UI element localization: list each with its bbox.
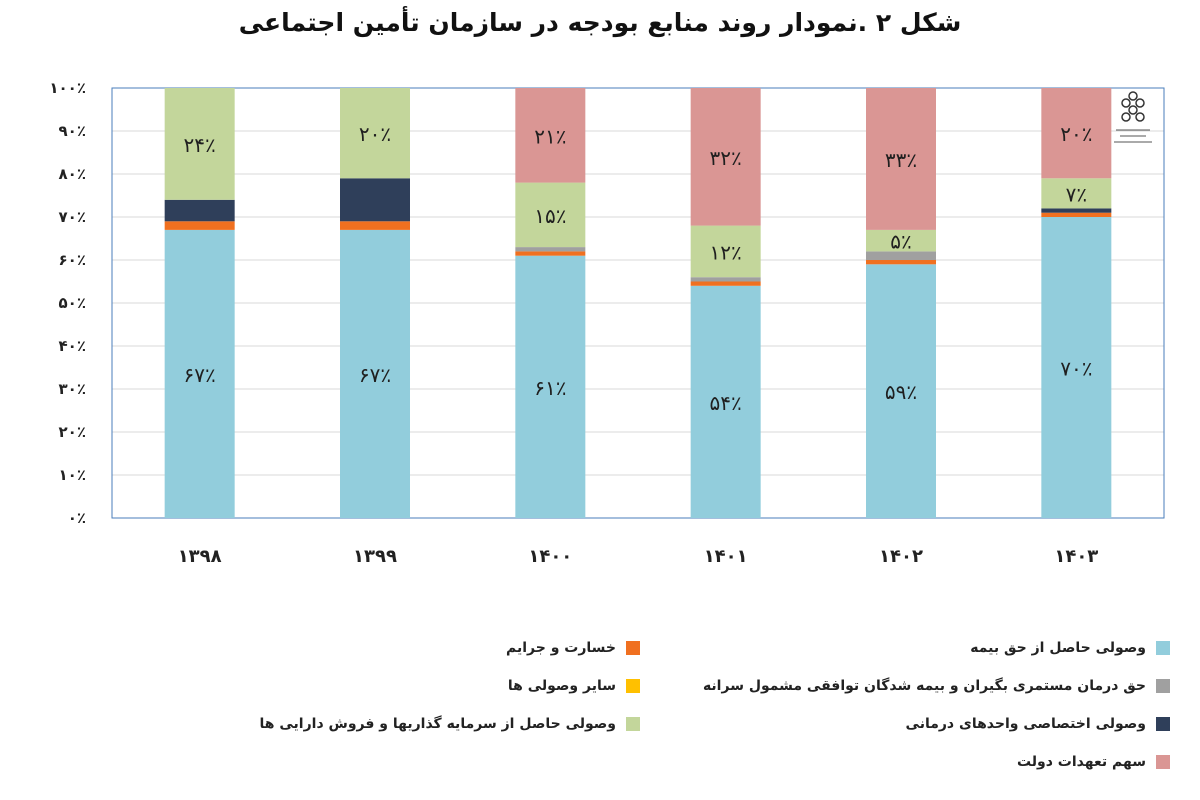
bar-segment bbox=[1041, 178, 1112, 209]
y-tick-label: ۸۰٪ bbox=[59, 165, 86, 183]
bar-segment bbox=[340, 178, 410, 222]
bar-data-label: ۳۲٪ bbox=[710, 146, 742, 170]
y-tick-label: ۱۰٪ bbox=[59, 466, 86, 484]
legend-label: خسارت و جرایم bbox=[505, 640, 616, 656]
legend-label: سایر وصولی ها bbox=[507, 678, 616, 694]
organization-logo-icon bbox=[1114, 91, 1152, 143]
y-tick-label: ۷۰٪ bbox=[59, 208, 86, 226]
legend-swatch bbox=[626, 717, 640, 731]
gridlines bbox=[111, 87, 1165, 519]
x-tick-label: ۱۳۹۹ bbox=[353, 546, 397, 567]
legend-swatch bbox=[1156, 755, 1170, 769]
chart-title: شکل ۲ .نمودار روند منابع بودجه در سازمان… bbox=[238, 8, 962, 37]
bar-segment bbox=[164, 229, 235, 518]
legend-swatch bbox=[1156, 717, 1170, 731]
bar-data-label: ۶۷٪ bbox=[359, 363, 391, 387]
y-tick-label: ۰٪ bbox=[68, 509, 86, 527]
bar-segment bbox=[1041, 212, 1112, 217]
chart-legend: وصولی حاصل از حق بیمه خسارت و جرایم حق درم… bbox=[90, 640, 1170, 790]
bar-segment bbox=[515, 255, 586, 518]
bar-segment bbox=[866, 260, 936, 265]
legend-item: حق درمان مستمری بگیران و بیمه شدگان تواف… bbox=[703, 678, 1170, 694]
bar-data-label: ۱۲٪ bbox=[710, 240, 742, 264]
y-tick-label: ۲۰٪ bbox=[59, 423, 86, 441]
legend-label: وصولی حاصل از سرمایه گذاریها و فروش دارا… bbox=[259, 716, 616, 732]
x-tick-label: ۱۴۰۱ bbox=[704, 546, 748, 567]
bar-segment bbox=[340, 221, 410, 230]
legend-swatch bbox=[1156, 641, 1170, 655]
bar-data-label: ۷٪ bbox=[1066, 182, 1087, 206]
bar-data-label: ۵۹٪ bbox=[885, 380, 917, 404]
bar-segment bbox=[515, 88, 586, 183]
legend-label: وصولی حاصل از حق بیمه bbox=[970, 640, 1146, 656]
bar-segment bbox=[164, 221, 235, 230]
legend-label: سهم تعهدات دولت bbox=[1016, 754, 1146, 770]
x-tick-label: ۱۴۰۲ bbox=[879, 546, 923, 567]
bar-data-label: ۲۰٪ bbox=[1060, 122, 1092, 146]
legend-item: وصولی حاصل از حق بیمه bbox=[970, 640, 1170, 656]
y-tick-label: ۱۰۰٪ bbox=[49, 79, 86, 97]
bar-segment bbox=[1041, 217, 1112, 518]
bars bbox=[164, 88, 1112, 518]
legend-item: خسارت و جرایم bbox=[506, 640, 640, 656]
bar-segment bbox=[340, 88, 410, 179]
bar-data-label: ۵۴٪ bbox=[710, 391, 742, 415]
bar-segment bbox=[866, 229, 936, 252]
x-tick-label: ۱۴۰۰ bbox=[528, 546, 572, 567]
bar-segment bbox=[515, 182, 586, 248]
legend-label: حق درمان مستمری بگیران و بیمه شدگان تواف… bbox=[702, 678, 1146, 694]
bar-segment bbox=[690, 88, 761, 226]
bar-segment bbox=[690, 285, 761, 518]
bar-segment bbox=[164, 88, 235, 200]
x-axis: ۱۳۹۸ ۱۳۹۹ ۱۴۰۰ ۱۴۰۱ ۱۴۰۲ ۱۴۰۳ bbox=[178, 546, 1099, 567]
data-labels: ۶۷٪ ۲۴٪ ۶۷٪ ۲۰٪ ۶۱٪ ۱۵٪ ۲۱٪ ۵۴٪ ۱۲٪ ۳۲٪ ۵۹٪ ۵٪ ۳۳٪ ۷۰… bbox=[184, 122, 1093, 415]
bar-data-label: ۳۳٪ bbox=[885, 148, 917, 172]
bar-segment bbox=[1041, 208, 1112, 213]
y-tick-label: ۹۰٪ bbox=[59, 122, 86, 140]
bar-segment bbox=[340, 229, 410, 518]
legend-swatch bbox=[626, 679, 640, 693]
bar-data-label: ۱۵٪ bbox=[534, 204, 566, 228]
bar-data-label: ۲۱٪ bbox=[534, 124, 566, 148]
legend-swatch bbox=[626, 641, 640, 655]
bar-data-label: ۶۷٪ bbox=[184, 363, 216, 387]
y-tick-label: ۳۰٪ bbox=[59, 380, 86, 398]
y-axis: ۰٪ ۱۰٪ ۲۰٪ ۳۰٪ ۴۰٪ ۵۰٪ ۶۰٪ ۷۰٪ ۸۰٪ ۹۰٪ ۱۰۰٪ bbox=[49, 79, 86, 527]
bar-data-label: ۶۱٪ bbox=[534, 376, 566, 400]
y-tick-label: ۵۰٪ bbox=[59, 294, 86, 312]
bar-data-label: ۵٪ bbox=[890, 230, 911, 254]
bar-segment bbox=[1041, 88, 1112, 179]
bar-segment bbox=[866, 264, 936, 518]
bar-segment bbox=[866, 88, 936, 230]
bar-segment bbox=[515, 247, 586, 252]
bar-segment bbox=[690, 277, 761, 282]
plot-area-border bbox=[111, 87, 1165, 519]
x-tick-label: ۱۳۹۸ bbox=[178, 546, 222, 567]
bar-segment bbox=[690, 281, 761, 286]
bar-data-label: ۲۴٪ bbox=[184, 133, 216, 157]
bar-segment bbox=[164, 199, 235, 222]
legend-item: وصولی حاصل از سرمایه گذاریها و فروش دارا… bbox=[260, 716, 640, 732]
bar-segment bbox=[690, 225, 761, 278]
x-tick-label: ۱۴۰۳ bbox=[1054, 546, 1098, 567]
legend-swatch bbox=[1156, 679, 1170, 693]
bar-data-label: ۷۰٪ bbox=[1060, 357, 1092, 381]
bar-data-label: ۲۰٪ bbox=[359, 122, 391, 146]
legend-item: سهم تعهدات دولت bbox=[1017, 754, 1170, 770]
bar-segment bbox=[515, 251, 586, 256]
y-tick-label: ۴۰٪ bbox=[59, 337, 86, 355]
legend-item: وصولی اختصاصی واحدهای درمانی bbox=[906, 716, 1170, 732]
legend-label: وصولی اختصاصی واحدهای درمانی bbox=[905, 716, 1146, 732]
legend-item: سایر وصولی ها bbox=[508, 678, 640, 694]
y-tick-label: ۶۰٪ bbox=[59, 251, 86, 269]
bar-segment bbox=[866, 251, 936, 260]
